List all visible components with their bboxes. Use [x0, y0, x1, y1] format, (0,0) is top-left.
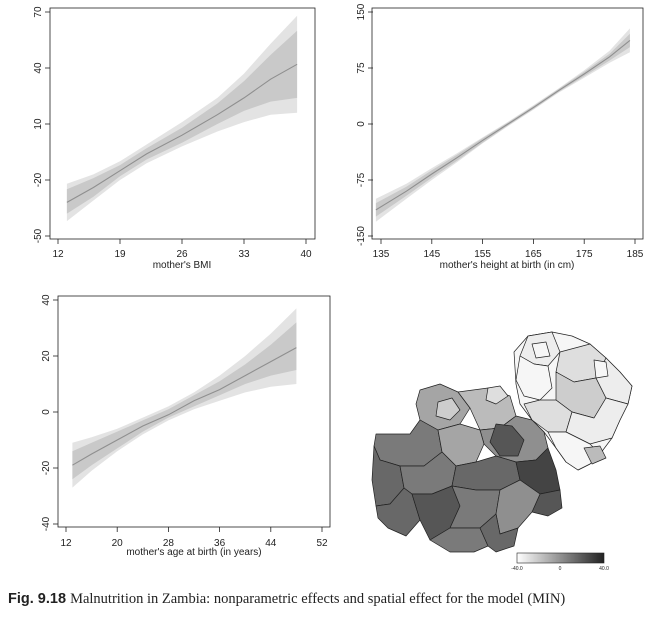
map-region — [531, 341, 551, 359]
map-region — [435, 397, 461, 421]
x-tick-label: 175 — [576, 249, 593, 260]
y-tick-label: -20 — [41, 460, 52, 475]
x-tick-label: 36 — [214, 538, 226, 549]
y-tick-label: 0 — [41, 409, 52, 415]
map-legend: -40.0 0 40.0 — [511, 552, 609, 572]
x-tick-label: 33 — [238, 249, 250, 260]
y-tick-label: 20 — [41, 350, 52, 362]
y-tick-label: -40 — [41, 516, 52, 531]
x-tick-label: 52 — [316, 538, 328, 549]
x-tick-label: 20 — [112, 538, 124, 549]
x-tick-label: 155 — [474, 249, 491, 260]
map-region — [479, 513, 519, 553]
effect-curve-bmi — [66, 15, 298, 222]
y-tick-label: 150 — [356, 3, 367, 20]
figure-number: Fig. 9.18 — [8, 591, 67, 607]
panel-bmi: 12 19 26 33 40 -50 -20 10 40 70 mother's BMI — [33, 6, 316, 271]
map-region — [515, 355, 553, 401]
map-region — [485, 385, 509, 405]
y-tick-label: -75 — [356, 172, 367, 187]
axis-ticks-height: 135 145 155 165 175 185 -150 -75 0 75 150 — [356, 3, 644, 260]
plot-frame — [57, 295, 331, 528]
y-tick-label: -20 — [33, 172, 44, 187]
confidence-band-outer — [72, 308, 297, 488]
map-region — [373, 419, 443, 467]
map-region — [547, 431, 601, 471]
y-tick-label: -50 — [33, 228, 44, 243]
panel-age: 12 20 28 36 44 52 -40 -20 0 20 40 mother's age at … — [41, 294, 331, 558]
map-region — [489, 423, 525, 457]
y-tick-label: 10 — [33, 118, 44, 130]
y-tick-label: 0 — [356, 121, 367, 127]
x-tick-label: 40 — [300, 249, 312, 260]
x-axis-label-bmi: mother's BMI — [153, 260, 212, 271]
y-tick-label: 40 — [33, 62, 44, 74]
plot-frame — [49, 7, 316, 240]
x-tick-label: 19 — [114, 249, 126, 260]
y-tick-label: 75 — [356, 62, 367, 74]
caption-text: Malnutrition in Zambia: nonparametric ef… — [70, 591, 566, 607]
confidence-band-outer — [375, 28, 630, 222]
x-tick-label: 28 — [163, 538, 175, 549]
legend-max-label: 40.0 — [599, 566, 609, 572]
legend-mid-label: 0 — [559, 566, 562, 572]
y-tick-label: 40 — [41, 294, 52, 306]
x-tick-label: 44 — [265, 538, 277, 549]
estimate-line — [375, 39, 631, 211]
map-region — [583, 445, 607, 465]
axis-ticks-bmi: 12 19 26 33 40 -50 -20 10 40 70 — [33, 6, 312, 260]
estimate-line — [72, 347, 297, 466]
x-tick-label: 165 — [525, 249, 542, 260]
legend-colorbar — [516, 552, 605, 564]
effect-curve-age — [72, 308, 297, 488]
effect-curve-height — [375, 28, 631, 222]
confidence-band-inner — [72, 322, 297, 480]
confidence-band-inner — [375, 33, 630, 217]
map-region — [593, 359, 609, 379]
y-tick-label: -150 — [356, 226, 367, 246]
x-axis-label-height: mother's height at birth (in cm) — [440, 260, 575, 271]
panel-height: 135 145 155 165 175 185 -150 -75 0 75 150 mother's… — [356, 3, 644, 271]
x-tick-label: 135 — [373, 249, 390, 260]
legend-min-label: -40.0 — [511, 566, 523, 572]
axis-ticks-age: 12 20 28 36 44 52 -40 -20 0 20 40 — [41, 294, 328, 549]
spatial-effect-map — [371, 331, 633, 553]
x-axis-label-age: mother's age at birth (in years) — [126, 547, 261, 558]
x-tick-label: 26 — [176, 249, 188, 260]
x-tick-label: 145 — [423, 249, 440, 260]
x-tick-label: 12 — [60, 538, 72, 549]
x-tick-label: 185 — [627, 249, 644, 260]
plot-frame — [371, 7, 644, 240]
estimate-line — [66, 63, 298, 203]
figure-caption: Fig. 9.18 Malnutrition in Zambia: nonpar… — [8, 591, 653, 608]
y-tick-label: 70 — [33, 6, 44, 18]
x-tick-label: 12 — [52, 249, 64, 260]
